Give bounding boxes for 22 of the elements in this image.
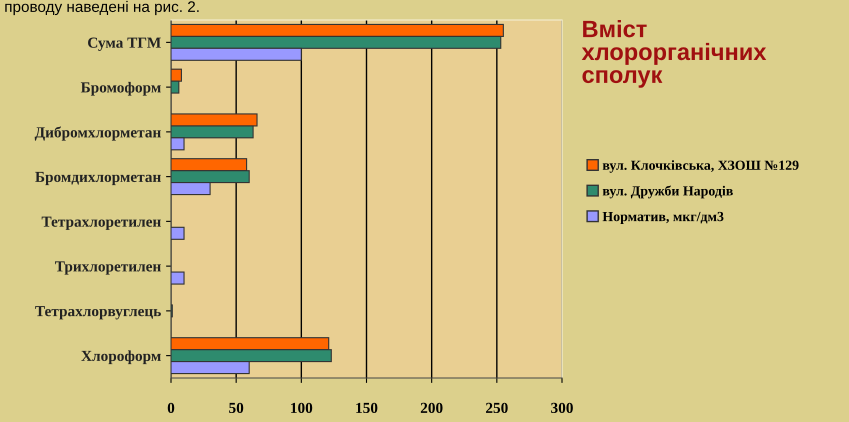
legend-label: вул. Клочківська, ХЗОШ №129 [602,160,799,173]
text: Вміст хлорорганічних сполук [582,20,766,88]
bar [171,226,185,240]
y-tick-label: Дибромхлорметан [34,126,161,141]
x-tick-label: 50 [229,402,244,414]
x-tick-label: 150 [356,402,378,414]
y-tick-label: Бромдихлорметан [35,172,161,186]
y-tick-label: Тетрахлоретилен [42,216,161,230]
legend-label: вул. Дружби Народів [602,185,733,198]
y-tick-label: Бромоформ [80,82,161,96]
y-tick-label: Сума ТГМ [88,38,161,51]
x-tick-label: 250 [486,402,508,414]
y-tick-label: Тетрахлорвуглець [35,306,161,320]
text: проводу наведені на рис. 2. [5,0,199,16]
bar [171,272,185,285]
y-tick-label: Трихлоретилен [55,261,161,275]
x-tick-label: 0 [168,402,174,414]
legend-label: Норматив, мкг/дм3 [602,212,724,224]
x-tick-label: 200 [420,402,443,414]
x-tick-label: 300 [551,402,573,414]
x-tick-label: 100 [291,402,312,414]
y-tick-label: Хлороформ [81,350,161,364]
